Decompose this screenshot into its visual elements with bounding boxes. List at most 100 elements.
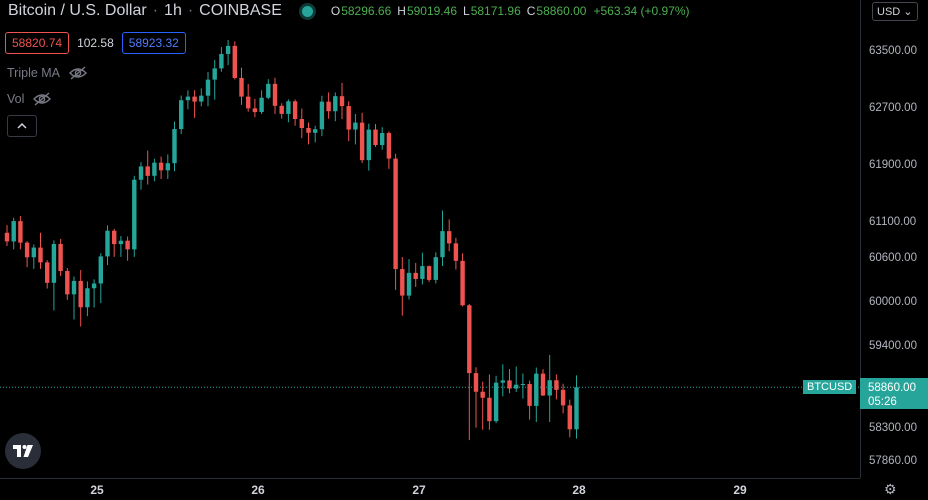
sell-button[interactable]: 58820.74 — [5, 32, 70, 54]
candle-body[interactable] — [71, 280, 77, 295]
candle-body[interactable] — [292, 101, 298, 120]
candle-body[interactable] — [192, 96, 197, 102]
candle-body[interactable] — [426, 266, 432, 280]
candle-body[interactable] — [339, 96, 345, 107]
candle-body[interactable] — [272, 83, 278, 106]
candle-body[interactable] — [199, 95, 204, 102]
candle-body[interactable] — [406, 272, 412, 296]
indicator-vol[interactable]: Vol — [7, 92, 52, 106]
buy-button[interactable]: 58923.32 — [121, 32, 186, 54]
candle-body[interactable] — [105, 230, 110, 257]
candle-body[interactable] — [540, 373, 546, 396]
price-axis[interactable]: 63500.00 62700.00 61900.00 61100.00 60600.00… — [860, 0, 928, 478]
candle-body[interactable] — [179, 100, 184, 130]
candle-body[interactable] — [333, 96, 338, 112]
candle-body[interactable] — [567, 405, 572, 430]
candle-body[interactable] — [373, 129, 378, 146]
candle-body[interactable] — [98, 256, 103, 284]
candle-body[interactable] — [420, 266, 425, 279]
candle-body[interactable] — [158, 162, 164, 171]
candle-body[interactable] — [433, 257, 438, 280]
candle-body[interactable] — [152, 162, 157, 176]
candle-body[interactable] — [493, 382, 499, 422]
candle-body[interactable] — [386, 133, 392, 159]
candle-body[interactable] — [58, 244, 63, 272]
candle-body[interactable] — [440, 231, 445, 258]
candle-body[interactable] — [514, 384, 519, 389]
candle-body[interactable] — [259, 97, 264, 113]
candle-body[interactable] — [4, 232, 10, 242]
candle-body[interactable] — [252, 108, 258, 113]
candle-body[interactable] — [219, 53, 224, 69]
candle-body[interactable] — [78, 280, 83, 308]
candle-body[interactable] — [393, 158, 398, 270]
candle-body[interactable] — [24, 242, 30, 258]
candle-body[interactable] — [460, 260, 465, 306]
market-status-icon[interactable] — [301, 5, 313, 17]
candle-body[interactable] — [453, 243, 459, 261]
time-axis[interactable]: 25 26 27 28 29 — [0, 478, 860, 500]
candle-body[interactable] — [91, 283, 97, 289]
candle-body[interactable] — [319, 101, 325, 130]
candle-body[interactable] — [299, 119, 304, 129]
symbol-title[interactable]: Bitcoin / U.S. Dollar — [8, 2, 147, 19]
currency-selector[interactable]: USD ⌄ — [872, 2, 918, 21]
candle-body[interactable] — [38, 247, 43, 263]
candle-body[interactable] — [45, 262, 50, 283]
candle-body[interactable] — [500, 380, 505, 383]
candle-body[interactable] — [359, 122, 365, 161]
candle-body[interactable] — [487, 397, 492, 422]
candle-body[interactable] — [239, 77, 244, 97]
candle-body[interactable] — [447, 231, 452, 244]
candle-body[interactable] — [313, 129, 318, 133]
candle-body[interactable] — [527, 383, 532, 406]
candle-body[interactable] — [380, 133, 385, 146]
candle-body[interactable] — [11, 221, 16, 242]
candle-body[interactable] — [560, 389, 566, 406]
candle-body[interactable] — [480, 391, 485, 398]
candle-body[interactable] — [225, 45, 231, 54]
candle-body[interactable] — [125, 240, 130, 250]
candle-body[interactable] — [138, 166, 144, 180]
candle-body[interactable] — [112, 230, 117, 245]
candle-body[interactable] — [246, 96, 251, 109]
candle-body[interactable] — [172, 129, 177, 164]
candlestick-chart[interactable] — [0, 0, 860, 478]
candle-body[interactable] — [286, 101, 291, 114]
eye-slash-icon[interactable] — [32, 92, 52, 106]
candle-body[interactable] — [145, 166, 150, 176]
candle-body[interactable] — [574, 387, 579, 430]
candle-body[interactable] — [212, 68, 217, 80]
candle-body[interactable] — [473, 373, 479, 392]
candle-body[interactable] — [326, 101, 331, 112]
candle-body[interactable] — [534, 373, 539, 406]
candle-body[interactable] — [132, 179, 137, 250]
indicator-triple-ma[interactable]: Triple MA — [7, 66, 88, 80]
candle-body[interactable] — [353, 122, 358, 130]
candle-body[interactable] — [400, 269, 405, 296]
candle-body[interactable] — [165, 163, 170, 171]
settings-gear-icon[interactable]: ⚙ — [884, 481, 897, 497]
eye-slash-icon[interactable] — [68, 66, 88, 80]
candle-body[interactable] — [31, 247, 36, 258]
tradingview-logo[interactable] — [5, 433, 41, 469]
candle-body[interactable] — [467, 305, 472, 374]
interval-label[interactable]: 1h — [164, 2, 182, 19]
candle-body[interactable] — [266, 83, 271, 98]
candle-body[interactable] — [520, 383, 526, 385]
candle-body[interactable] — [18, 221, 23, 243]
candle-body[interactable] — [346, 106, 351, 130]
candle-body[interactable] — [65, 271, 70, 295]
candle-body[interactable] — [205, 79, 211, 96]
candle-body[interactable] — [507, 380, 512, 389]
candle-body[interactable] — [232, 45, 237, 78]
candle-body[interactable] — [51, 244, 57, 283]
candle-body[interactable] — [185, 96, 191, 101]
candle-body[interactable] — [306, 128, 311, 133]
candle-body[interactable] — [118, 240, 124, 245]
candle-body[interactable] — [366, 129, 371, 161]
candle-body[interactable] — [85, 288, 90, 308]
candle-body[interactable] — [413, 272, 418, 279]
candle-body[interactable] — [554, 380, 559, 390]
candle-body[interactable] — [279, 105, 284, 114]
